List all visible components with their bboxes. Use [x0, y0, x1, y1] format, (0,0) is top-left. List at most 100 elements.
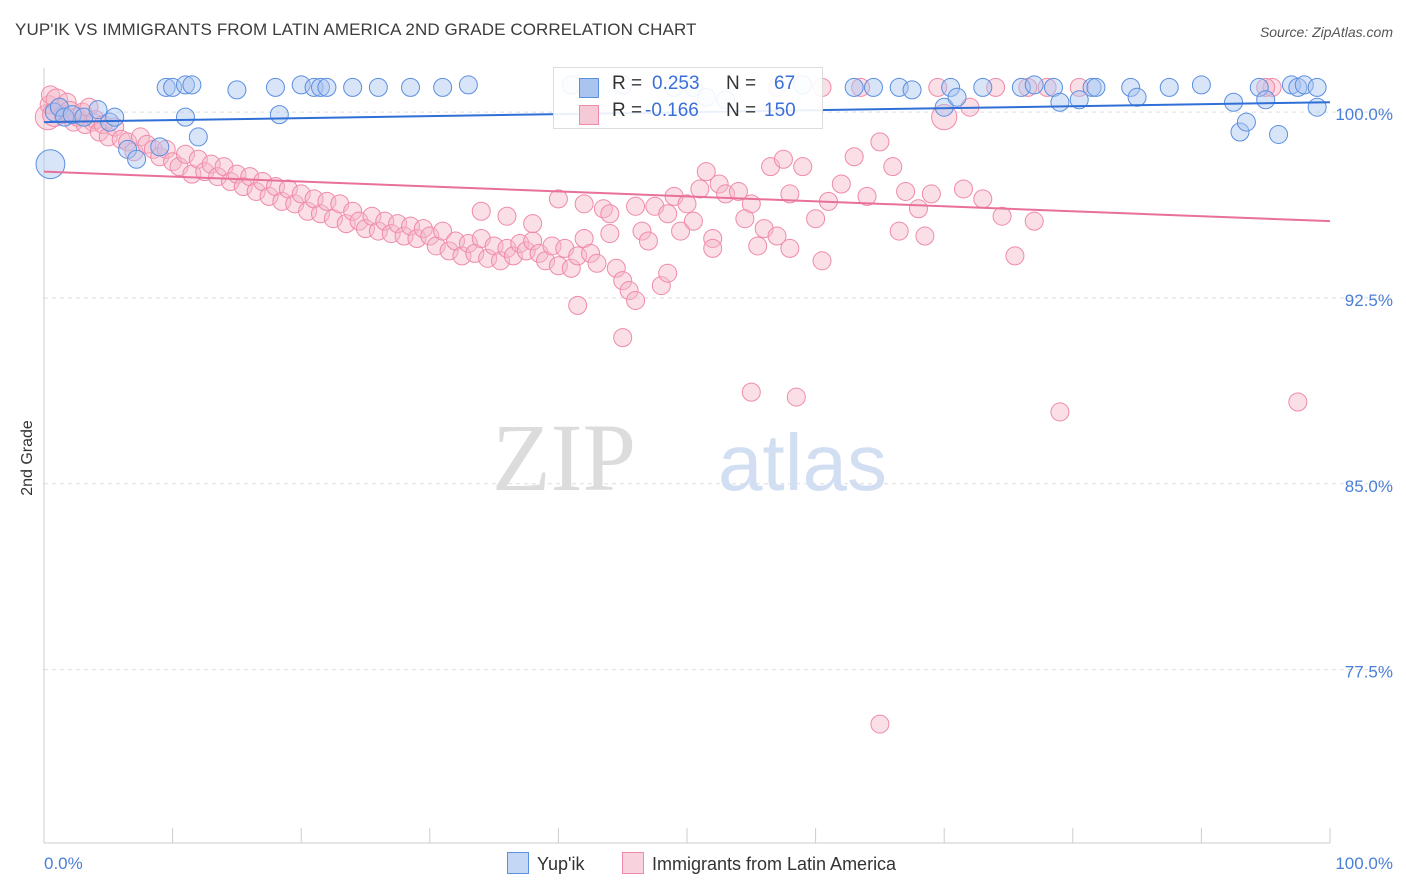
data-point: [626, 290, 646, 310]
data-point: [632, 221, 652, 241]
data-points: [34, 75, 1327, 734]
data-point: [1224, 92, 1244, 112]
data-point: [658, 204, 678, 224]
data-point: [1307, 77, 1327, 97]
x-tick-label: 0.0%: [44, 854, 83, 873]
data-point: [458, 233, 478, 253]
r-label: R =: [612, 100, 643, 121]
legend-item-yupik[interactable]: Yup'ik: [507, 852, 584, 875]
data-point: [870, 132, 890, 152]
watermark-atlas: atlas: [718, 418, 887, 507]
data-point: [1307, 97, 1327, 117]
n-label: N =: [726, 73, 757, 94]
legend-item-latam[interactable]: Immigrants from Latin America: [622, 852, 896, 875]
data-point: [992, 206, 1012, 226]
data-point: [208, 167, 228, 187]
data-point: [413, 219, 433, 239]
data-point: [941, 77, 961, 97]
data-point: [269, 105, 289, 125]
data-point: [433, 77, 453, 97]
data-point: [606, 258, 626, 278]
data-point: [188, 127, 208, 147]
data-point: [593, 199, 613, 219]
data-point: [767, 226, 787, 246]
legend-swatch-pink: [622, 852, 644, 874]
data-point: [626, 196, 646, 216]
r-value: -0.166: [645, 100, 699, 121]
data-point: [600, 204, 620, 224]
data-point: [671, 221, 691, 241]
data-point: [233, 176, 253, 196]
data-point: [709, 174, 729, 194]
data-point: [433, 221, 453, 241]
data-point: [182, 75, 202, 95]
data-point: [118, 132, 138, 152]
data-point: [703, 238, 723, 258]
data-point: [127, 149, 147, 169]
data-point: [844, 147, 864, 167]
data-point: [690, 179, 710, 199]
axes: [43, 68, 1331, 844]
data-point: [889, 221, 909, 241]
data-point: [1005, 246, 1025, 266]
data-point: [150, 137, 170, 157]
data-point: [317, 77, 337, 97]
data-point: [1024, 75, 1044, 95]
data-point: [973, 77, 993, 97]
data-point: [896, 181, 916, 201]
n-value: 150: [764, 100, 796, 121]
data-point: [1249, 77, 1269, 97]
data-point: [458, 75, 478, 95]
r-label: R =: [612, 73, 643, 94]
data-point: [343, 201, 363, 221]
data-point: [915, 226, 935, 246]
data-point: [1050, 402, 1070, 422]
data-point: [1256, 90, 1276, 110]
data-point: [748, 236, 768, 256]
data-point: [401, 77, 421, 97]
data-point: [310, 77, 330, 97]
data-point: [973, 189, 993, 209]
data-point: [793, 157, 813, 177]
data-point: [259, 186, 279, 206]
data-point: [683, 211, 703, 231]
data-point: [908, 199, 928, 219]
data-point: [812, 251, 832, 271]
watermark: ZIP atlas: [492, 404, 887, 511]
stats-legend: R = 0.253 N = 67 R = -0.166 N = 150: [553, 67, 823, 129]
data-point: [600, 224, 620, 244]
n-value: 67: [774, 73, 796, 94]
data-point: [368, 77, 388, 97]
data-point: [931, 104, 958, 131]
legend-label: Yup'ik: [537, 854, 585, 874]
data-point: [503, 246, 523, 266]
data-point: [831, 174, 851, 194]
data-point: [780, 238, 800, 258]
data-point: [561, 258, 581, 278]
data-point: [246, 181, 266, 201]
data-point: [1288, 392, 1308, 412]
data-point: [921, 184, 941, 204]
data-point: [439, 241, 459, 261]
data-point: [130, 127, 150, 147]
y-tick-label: 100.0%: [1335, 105, 1393, 124]
data-point: [471, 201, 491, 221]
data-point: [548, 189, 568, 209]
data-point: [581, 243, 601, 263]
data-point: [1086, 77, 1106, 97]
data-point: [1127, 87, 1147, 107]
n-label: N =: [726, 100, 757, 121]
data-point: [1230, 122, 1250, 142]
data-point: [220, 172, 240, 192]
data-point: [175, 107, 195, 127]
data-point: [343, 77, 363, 97]
data-point: [1191, 75, 1211, 95]
data-point: [613, 328, 633, 348]
data-point: [523, 231, 543, 251]
tick-labels: 100.0% 92.5% 85.0% 77.5% 0.0% 100.0%: [44, 105, 1393, 873]
data-point: [420, 226, 440, 246]
legend-swatch-blue: [507, 852, 529, 874]
data-point: [291, 184, 311, 204]
r-value: 0.253: [652, 73, 700, 94]
data-point: [523, 214, 543, 234]
